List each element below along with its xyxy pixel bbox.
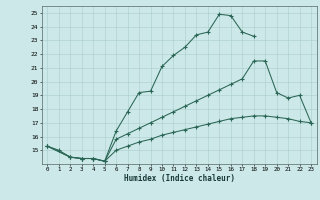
X-axis label: Humidex (Indice chaleur): Humidex (Indice chaleur) bbox=[124, 174, 235, 183]
